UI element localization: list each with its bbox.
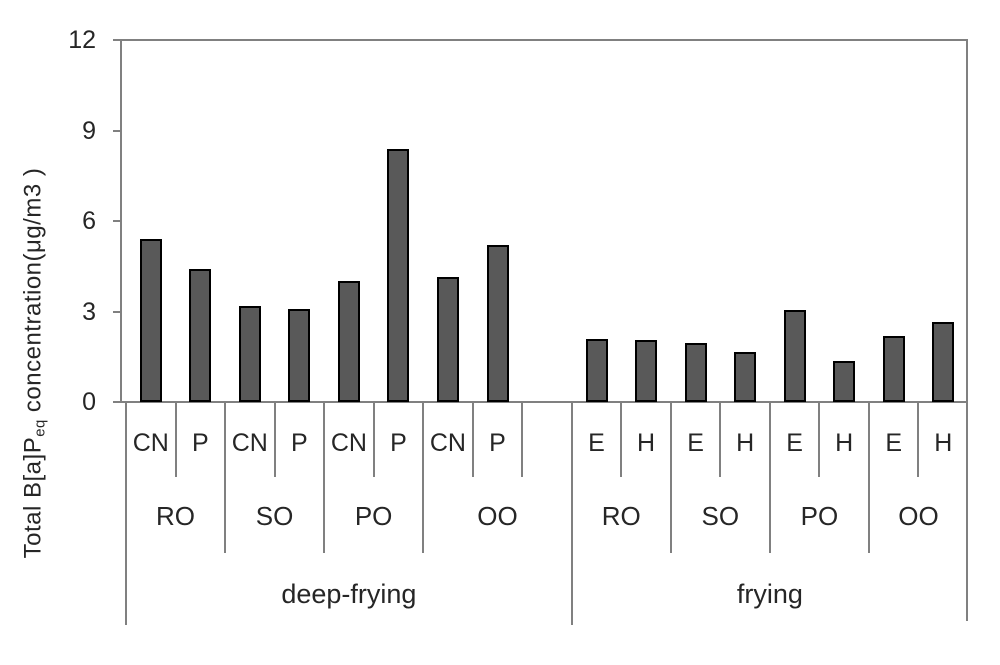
category-separator: [372, 402, 375, 477]
x-subgroup-label: PO: [354, 501, 393, 531]
bar: [635, 340, 658, 402]
category-separator: [125, 402, 127, 625]
x-category-label: P: [291, 429, 308, 457]
bar: [882, 335, 905, 402]
category-separator: [422, 402, 425, 553]
x-group-label: frying: [736, 579, 803, 609]
category-separator: [471, 402, 474, 477]
x-category-label: P: [390, 429, 407, 457]
y-tick-label: 9: [82, 116, 96, 145]
x-category-label: P: [191, 429, 209, 457]
y-axis-tick: [113, 129, 121, 132]
x-category-label: CN: [429, 429, 466, 457]
category-separator: [521, 402, 524, 477]
y-axis-tick: [113, 310, 121, 313]
bar: [387, 148, 410, 402]
x-subgroup-label: RO: [156, 501, 196, 531]
x-category-label: E: [687, 429, 704, 457]
x-category-label: CN: [330, 429, 367, 457]
y-tick-label: 0: [82, 388, 96, 416]
bar: [486, 245, 509, 402]
bar: [932, 322, 955, 402]
x-category-label: E: [786, 429, 803, 457]
bar: [734, 352, 757, 402]
x-subgroup-label: RO: [601, 501, 641, 531]
x-category-label: H: [934, 429, 953, 457]
x-category-label: CN: [132, 429, 169, 457]
y-tick-label: 3: [82, 297, 96, 326]
bar: [833, 361, 856, 402]
x-axis-line: [113, 401, 968, 403]
x-category-label: H: [736, 429, 755, 457]
bar: [585, 338, 608, 402]
x-category-label: CN: [231, 429, 268, 457]
category-separator: [669, 402, 672, 553]
category-separator: [867, 402, 870, 553]
category-separator: [273, 402, 276, 477]
x-subgroup-label: SO: [255, 501, 294, 531]
y-tick-label: 6: [82, 207, 96, 235]
category-separator: [570, 402, 573, 625]
x-subgroup-label: PO: [800, 501, 839, 531]
category-separator: [224, 402, 227, 553]
x-category-label: E: [885, 429, 903, 457]
y-axis-tick: [113, 220, 121, 222]
bar: [189, 269, 212, 402]
bar: [288, 308, 311, 402]
x-group-label: deep-frying: [281, 579, 417, 609]
category-separator: [620, 402, 623, 477]
bar: [684, 343, 707, 402]
x-subgroup-label: OO: [898, 501, 939, 531]
bar: [436, 276, 459, 402]
x-subgroup-label: SO: [701, 501, 740, 531]
category-separator: [719, 402, 722, 477]
x-subgroup-label: OO: [477, 501, 518, 531]
y-axis-line: [120, 39, 122, 403]
bar: [783, 310, 806, 402]
category-separator: [174, 402, 177, 477]
x-category-label: H: [637, 429, 656, 457]
plot-right-border: [966, 39, 968, 621]
x-category-label: H: [835, 429, 854, 457]
x-category-label: E: [588, 429, 605, 457]
y-tick-label: 12: [68, 26, 96, 54]
category-separator: [818, 402, 821, 477]
bar: [337, 281, 360, 402]
bar: [238, 305, 261, 402]
x-category-label: P: [489, 429, 506, 457]
bar: [139, 239, 162, 402]
category-separator: [768, 402, 771, 553]
category-separator: [323, 402, 326, 553]
category-separator: [917, 402, 920, 477]
plot-top-border: [113, 39, 968, 41]
